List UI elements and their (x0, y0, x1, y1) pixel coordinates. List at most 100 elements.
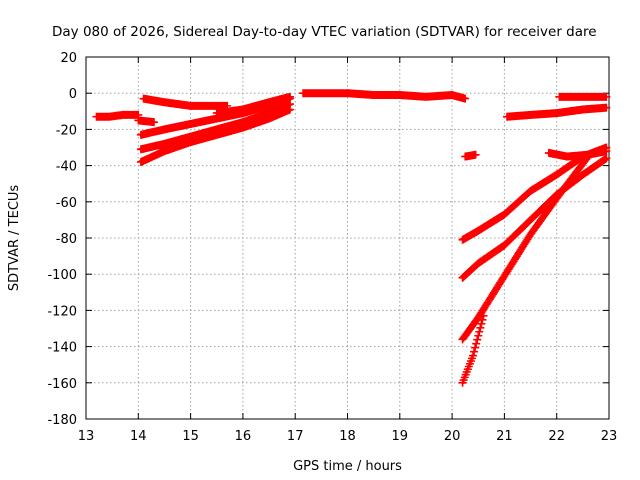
data-point (288, 102, 292, 106)
data-point (555, 196, 558, 200)
series-trace-15 (458, 152, 593, 344)
data-point (346, 92, 349, 95)
data-point (471, 354, 475, 357)
data-point (605, 146, 608, 149)
data-point (241, 111, 245, 115)
data-point (529, 233, 532, 236)
y-tick-label: -140 (47, 341, 77, 356)
series-trace-1 (92, 110, 143, 121)
data-point (477, 229, 480, 232)
data-point (581, 108, 585, 111)
series-trace-8 (299, 89, 470, 103)
data-point (215, 133, 218, 137)
series-trace-13 (458, 143, 611, 244)
data-point (565, 155, 569, 158)
data-point (95, 115, 98, 118)
data-point (108, 115, 111, 118)
data-point (215, 111, 218, 115)
data-point (288, 108, 292, 111)
series-trace-6 (136, 100, 294, 154)
series-trace-7 (136, 105, 294, 166)
data-point (215, 117, 218, 120)
data-point (503, 244, 506, 247)
data-point (163, 101, 166, 104)
data-point (424, 95, 428, 99)
data-point (605, 157, 608, 160)
data-point (301, 92, 305, 95)
data-point (189, 122, 192, 126)
y-axis-label: SDTVAR / TECUs (7, 185, 22, 292)
x-tick-label: 14 (130, 429, 147, 444)
x-axis-label: GPS time / hours (293, 459, 402, 474)
series-trace-14 (458, 154, 611, 282)
y-tick-label: -180 (47, 413, 77, 428)
trace-markers (458, 152, 593, 344)
trace-markers (136, 105, 294, 166)
data-series (92, 89, 611, 387)
data-point (503, 213, 506, 216)
data-point (320, 92, 323, 95)
x-tick-label: 21 (496, 429, 513, 444)
data-point (137, 113, 140, 117)
series-trace-10 (503, 103, 611, 121)
trace-markers (461, 150, 480, 161)
y-tick-label: -60 (56, 196, 77, 211)
data-point (163, 128, 166, 131)
data-point (267, 111, 271, 115)
data-point (605, 95, 608, 99)
data-point (372, 93, 375, 97)
data-point (241, 126, 245, 129)
trace-markers (92, 110, 143, 121)
data-point (139, 148, 143, 151)
data-point (189, 140, 192, 144)
data-point (189, 135, 192, 138)
series-trace-5 (136, 94, 294, 139)
x-tick-label: 23 (601, 429, 618, 444)
y-tick-label: 20 (60, 51, 77, 66)
data-point (581, 173, 585, 176)
data-point (139, 160, 143, 164)
data-point (215, 128, 218, 131)
trace-markers (299, 89, 470, 103)
data-point (477, 262, 480, 265)
series-trace-9 (461, 150, 480, 161)
data-point (398, 93, 401, 97)
data-point (461, 381, 464, 384)
data-point (288, 97, 292, 100)
y-tick-label: -80 (56, 232, 77, 247)
trace-markers (458, 154, 611, 282)
data-point (463, 155, 467, 158)
data-point (461, 338, 464, 341)
data-point (267, 117, 271, 120)
series-trace-2 (134, 116, 158, 127)
x-tick-label: 18 (339, 429, 356, 444)
data-point (142, 97, 145, 100)
data-point (139, 133, 143, 137)
data-point (547, 151, 551, 155)
data-point (450, 93, 454, 97)
data-point (605, 106, 608, 109)
data-point (503, 274, 506, 278)
y-tick-label: -160 (47, 377, 77, 392)
data-point (461, 238, 464, 242)
data-point (163, 142, 166, 146)
y-tick-label: -40 (56, 160, 77, 175)
data-point (555, 111, 558, 115)
data-point (477, 316, 480, 319)
trace-markers (139, 94, 232, 110)
data-point (121, 113, 124, 117)
y-tick-label: -100 (47, 268, 77, 283)
x-tick-label: 13 (78, 429, 95, 444)
chart-title: Day 080 of 2026, Sidereal Day-to-day VTE… (52, 24, 597, 40)
y-tick-label: -20 (56, 123, 77, 138)
series-trace-11 (555, 92, 611, 101)
data-point (581, 95, 585, 99)
data-point (463, 97, 467, 100)
data-point (529, 189, 532, 193)
data-point (461, 276, 464, 280)
data-point (505, 115, 509, 118)
x-tick-label: 22 (548, 429, 565, 444)
axis-ticks: 13 14 15 16 17 18 19 20 21 22 23 20 0 -20 -40 -60 -80 -10… (47, 51, 617, 444)
series-trace-16 (458, 311, 488, 387)
x-tick-label: 20 (444, 429, 461, 444)
